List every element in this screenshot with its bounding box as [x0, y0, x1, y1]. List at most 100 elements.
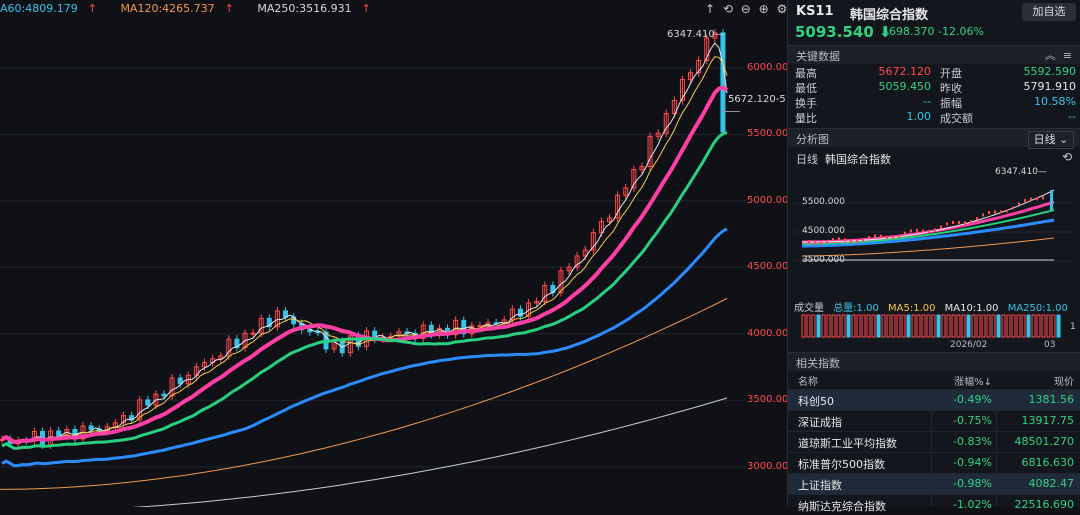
volume-bar	[976, 314, 981, 338]
mini-candle	[982, 213, 984, 217]
volume-bar	[866, 314, 871, 338]
candle-body	[631, 169, 637, 189]
volume-bar	[806, 314, 811, 338]
column-divider	[931, 389, 932, 507]
volume-ratio-value: 1.00	[906, 110, 932, 123]
related-row[interactable]: 上证指数 -0.98% 4082.47	[788, 473, 1080, 494]
mini-candle	[928, 229, 930, 233]
volume-bar	[1021, 314, 1026, 338]
candle-body	[283, 310, 289, 318]
volume-bar	[836, 314, 841, 338]
mini-y-label: 3500.000	[802, 255, 845, 265]
mini-back-icon[interactable]: ⟲	[1061, 150, 1072, 164]
candle-body	[461, 319, 467, 335]
volume-bar	[1031, 314, 1036, 338]
related-row[interactable]: 纳斯达克综合指数 -1.02% 22516.690	[788, 494, 1080, 515]
candle-body	[56, 430, 62, 437]
related-name: 深证成指	[798, 416, 842, 429]
price-change-pct: -12.06%	[938, 25, 984, 38]
volume-total: 总量:1.00	[833, 303, 879, 314]
related-pct: -1.02%	[953, 498, 992, 511]
candle-body	[566, 266, 572, 272]
high-price-label: 6347.410—	[667, 29, 725, 40]
mini-high-label: 6347.410—	[995, 167, 1047, 177]
open-value: 5592.590	[1023, 65, 1077, 78]
amount-label: 成交额	[940, 112, 973, 125]
mini-candle	[886, 235, 888, 239]
candlestick-chart[interactable]	[0, 0, 787, 507]
volume-ma5: MA5:1.00	[888, 303, 936, 314]
symbol-code: KS11	[796, 4, 834, 19]
mini-candle	[832, 238, 834, 242]
related-row[interactable]: 深证成指 -0.75% 13917.75	[788, 410, 1080, 431]
low-label: 最低	[795, 82, 817, 95]
right-panel: KS11 韩国综合指数 加自选 5093.540 ⬇ -698.370 -12.…	[788, 0, 1080, 513]
candle-body	[655, 132, 661, 137]
volume-chart[interactable]: 1	[788, 311, 1080, 341]
candle-body	[250, 332, 256, 335]
volume-x-label: 03	[1044, 340, 1056, 350]
candle-body	[453, 319, 459, 336]
volume-bar	[901, 314, 906, 338]
amplitude-value: 10.58%	[1034, 95, 1076, 108]
related-row[interactable]: 道琼斯工业平均指数 -0.83% 48501.270	[788, 431, 1080, 452]
up-icon[interactable]: ↑	[705, 2, 716, 16]
volume-bar	[816, 314, 821, 338]
related-row[interactable]: 标准普尔500指数 -0.94% 6816.630	[788, 452, 1080, 473]
col-price[interactable]: 现价	[1054, 377, 1074, 388]
turnover-label: 换手	[795, 97, 817, 110]
mini-candle	[994, 210, 996, 214]
related-price: 22516.690	[1014, 498, 1075, 511]
mini-candle	[814, 241, 816, 245]
volume-bar	[966, 314, 971, 338]
low-value: 5059.450	[878, 80, 932, 93]
key-data-title: 关键数据	[796, 50, 840, 63]
volume-scale-label: 1	[1070, 322, 1076, 332]
col-pct[interactable]: 涨幅%↓	[954, 377, 992, 388]
candle-body	[590, 232, 596, 251]
collapse-icon[interactable]: ︽ ≡	[1044, 49, 1072, 62]
col-name[interactable]: 名称	[798, 377, 818, 388]
zoom-out-icon[interactable]: ⊖	[740, 2, 751, 16]
main-chart[interactable]: A60:4809.179 ↑ MA120:4265.737 ↑ MA250:3516…	[0, 0, 795, 507]
candle-body	[161, 393, 167, 397]
amount-value: --	[1068, 110, 1076, 123]
period-select[interactable]: 日线 ⌄	[1028, 131, 1074, 149]
y-tick-label: 3500.000	[747, 394, 795, 406]
mini-candle	[946, 222, 948, 226]
down-arrow-icon: ⬇	[879, 23, 892, 41]
mini-candle	[1024, 199, 1026, 203]
candle-body	[137, 399, 143, 421]
settings-icon[interactable]: ⚙	[776, 2, 788, 16]
candle-body	[558, 270, 564, 294]
volume-bar	[896, 314, 901, 338]
add-watchlist-button[interactable]: 加自选	[1022, 3, 1076, 21]
candle-body	[112, 422, 118, 428]
related-name: 科创50	[798, 395, 834, 408]
mini-y-label: 5500.000	[802, 197, 845, 207]
ma30-line	[1, 131, 728, 450]
mini-chart[interactable]	[788, 160, 1080, 295]
back-icon[interactable]: ⟲	[722, 2, 733, 16]
related-pct: -0.75%	[953, 414, 992, 427]
mini-candle	[826, 240, 828, 244]
volume-bar	[931, 314, 936, 338]
zoom-in-icon[interactable]: ⊕	[758, 2, 769, 16]
key-data-header[interactable]: 关键数据 ︽ ≡	[788, 45, 1080, 64]
related-row[interactable]: 科创50 -0.49% 1381.56	[788, 389, 1080, 410]
volume-bar	[921, 314, 926, 338]
mini-candle	[892, 236, 894, 240]
mini-candle	[958, 220, 960, 224]
candle-body	[615, 194, 621, 219]
mini-candle	[844, 238, 846, 242]
volume-bar	[871, 314, 876, 338]
volume-bar	[926, 314, 931, 338]
volume-bar	[1001, 314, 1006, 338]
mini-chart-period: 日线	[796, 153, 818, 166]
candle-body	[169, 377, 175, 397]
mini-ma120	[802, 237, 1055, 257]
chart-toolbar: ↑ ⟲ ⊖ ⊕ ⚙	[705, 2, 791, 16]
volume-bar	[821, 314, 826, 338]
volume-bar	[846, 314, 851, 338]
crosshair-price-label: 5672.120-5	[728, 94, 786, 105]
